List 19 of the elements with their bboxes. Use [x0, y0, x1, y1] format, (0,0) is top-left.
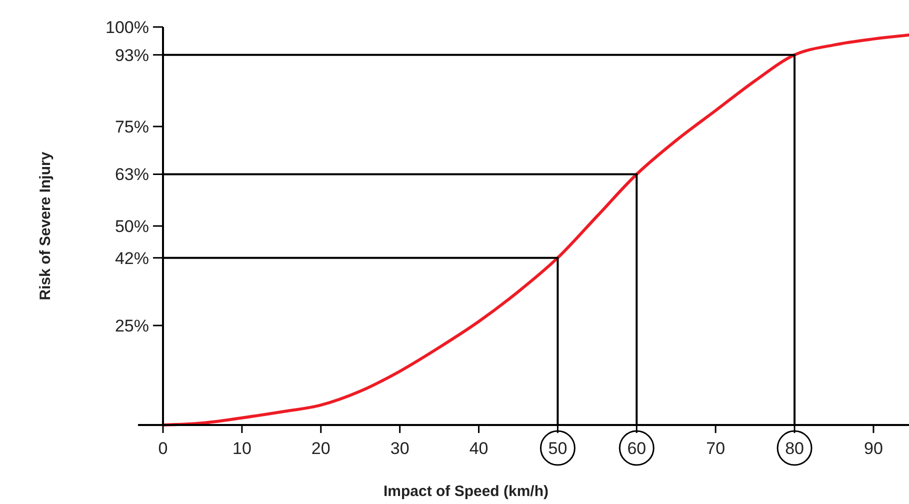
x-tick-label: 20 [311, 439, 330, 458]
x-tick-label: 0 [158, 439, 168, 458]
y-axis-title: Risk of Severe Injury [37, 151, 54, 300]
x-tick-label: 90 [864, 439, 883, 458]
x-tick-label: 80 [785, 439, 804, 458]
x-tick-label: 40 [469, 439, 488, 458]
x-tick-label: 50 [548, 439, 568, 458]
y-tick-label: 63% [114, 165, 149, 184]
y-tick-label: 50% [114, 216, 149, 236]
x-tick-label: 70 [706, 439, 726, 458]
x-tick-label: 30 [390, 439, 410, 458]
y-tick-label: 42% [114, 248, 149, 268]
y-tick-label: 75% [114, 117, 149, 136]
y-tick-label: 25% [114, 316, 149, 336]
y-tick-label: 93% [114, 46, 149, 65]
x-tick-label: 60 [627, 439, 646, 458]
x-axis-title: Impact of Speed (km/h) [383, 483, 549, 500]
y-tick-label: 100% [106, 18, 149, 37]
x-tick-label: 10 [232, 439, 252, 458]
